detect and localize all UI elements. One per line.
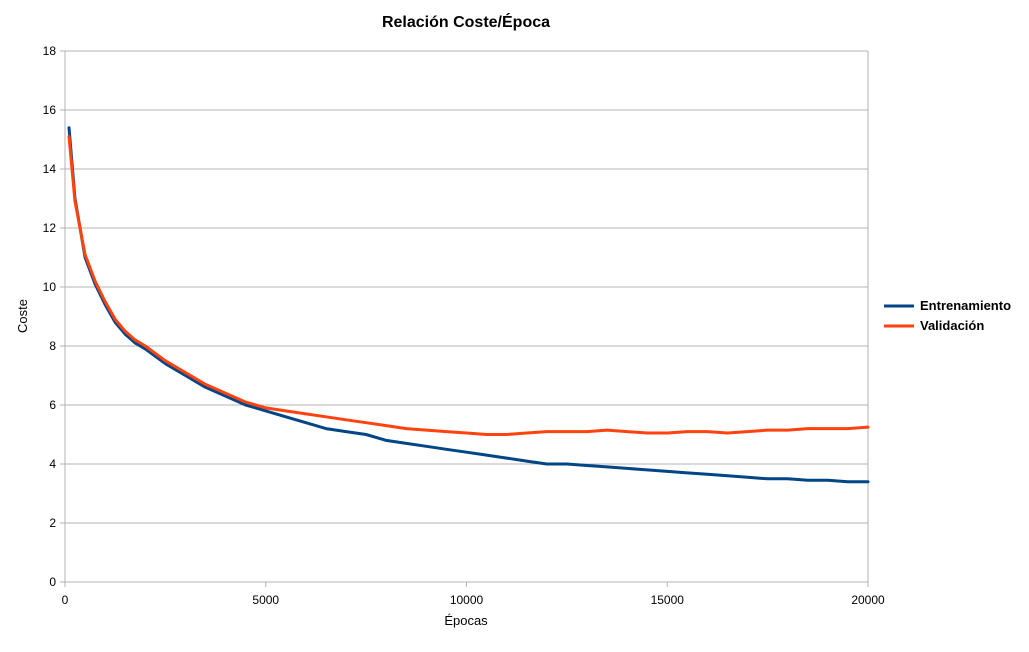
x-tick-label: 10000	[450, 593, 484, 607]
y-tick-label: 10	[43, 280, 57, 294]
y-tick-label: 14	[43, 162, 57, 176]
y-tick-label: 12	[43, 221, 57, 235]
legend: Entrenamiento Validación	[884, 298, 1011, 333]
tick-labels: 0 2 4 6 8 10 12 14 16 18 0 5000 10000 15000 20000	[43, 44, 885, 607]
y-tick-label: 6	[49, 398, 56, 412]
x-tick-label: 5000	[252, 593, 279, 607]
grid-lines	[60, 50, 868, 583]
y-tick-label: 4	[49, 457, 56, 471]
x-tick-label: 15000	[651, 593, 685, 607]
series-lines	[67, 126, 870, 484]
y-axis-title: Coste	[15, 299, 30, 333]
y-tick-label: 18	[43, 44, 57, 58]
series-line-validacion	[67, 135, 870, 436]
y-tick-label: 16	[43, 103, 57, 117]
y-tick-label: 8	[49, 339, 56, 353]
legend-label: Validación	[920, 318, 984, 333]
x-tick-label: 0	[62, 593, 69, 607]
x-axis-title: Épocas	[444, 613, 488, 628]
series-line-entrenamiento	[67, 126, 870, 484]
y-tick-label: 2	[49, 516, 56, 530]
x-tick-label: 20000	[851, 593, 885, 607]
axes	[64, 51, 869, 587]
chart-title: Relación Coste/Época	[382, 12, 550, 31]
y-tick-label: 0	[49, 575, 56, 589]
legend-label: Entrenamiento	[920, 298, 1011, 313]
